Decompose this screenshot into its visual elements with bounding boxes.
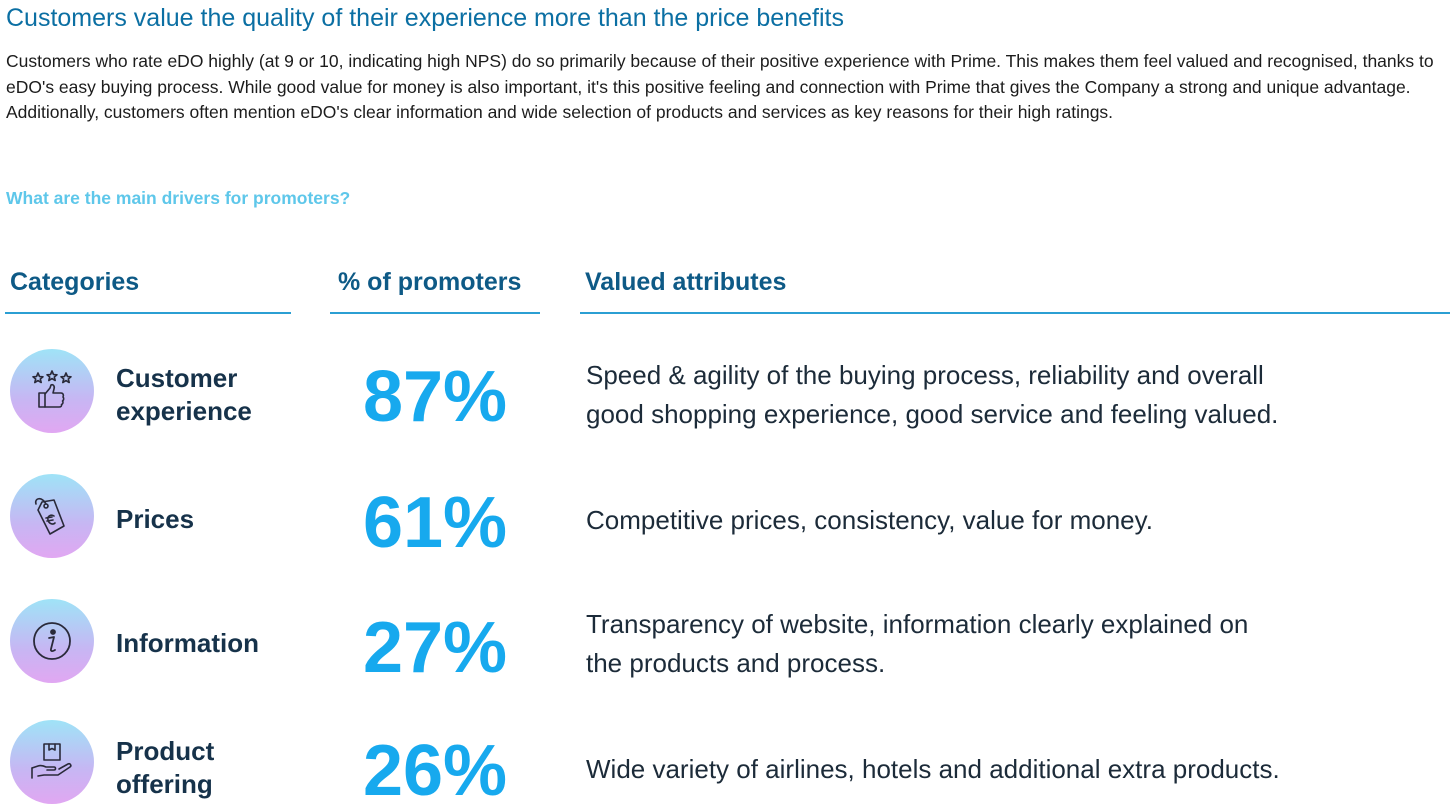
percent-value: 26% xyxy=(362,731,508,811)
attributes-divider xyxy=(580,312,1450,314)
categories-header: Categories xyxy=(10,268,140,296)
page-title: Customers value the quality of their exp… xyxy=(6,4,844,32)
category-label: Product offering xyxy=(116,736,215,799)
category-label: Information xyxy=(116,628,259,658)
intro-paragraph: Customers who rate eDO highly (at 9 or 1… xyxy=(6,51,1434,122)
section-question: What are the main drivers for promoters? xyxy=(6,188,351,208)
table-row: Information 27% Transparency of website,… xyxy=(0,599,1456,689)
table-row: Prices 61% Competitive prices, consisten… xyxy=(0,474,1456,564)
category-label: Prices xyxy=(116,504,195,534)
percent-value: 61% xyxy=(362,483,508,563)
categories-divider xyxy=(5,312,291,314)
category-label: Customer experience xyxy=(116,363,252,426)
attribute-text: Speed & agility of the buying process, r… xyxy=(586,360,1279,429)
attributes-header: Valued attributes xyxy=(585,268,787,296)
percent-value: 87% xyxy=(362,357,508,437)
table-row: Product offering 26% Wide variety of air… xyxy=(0,720,1456,811)
percent-header: % of promoters xyxy=(338,268,522,296)
thumbs-up-stars-icon xyxy=(10,349,94,433)
table-row: Customer experience 87% Speed & agility … xyxy=(0,349,1456,439)
attribute-text: Transparency of website, information cle… xyxy=(586,609,1249,678)
box-in-hand-icon xyxy=(10,720,94,804)
info-icon xyxy=(10,599,94,683)
attribute-text: Wide variety of airlines, hotels and add… xyxy=(586,754,1280,784)
percent-divider xyxy=(330,312,540,314)
attribute-text: Competitive prices, consistency, value f… xyxy=(586,505,1153,535)
percent-value: 27% xyxy=(362,608,508,688)
price-tag-euro-icon xyxy=(10,474,94,558)
